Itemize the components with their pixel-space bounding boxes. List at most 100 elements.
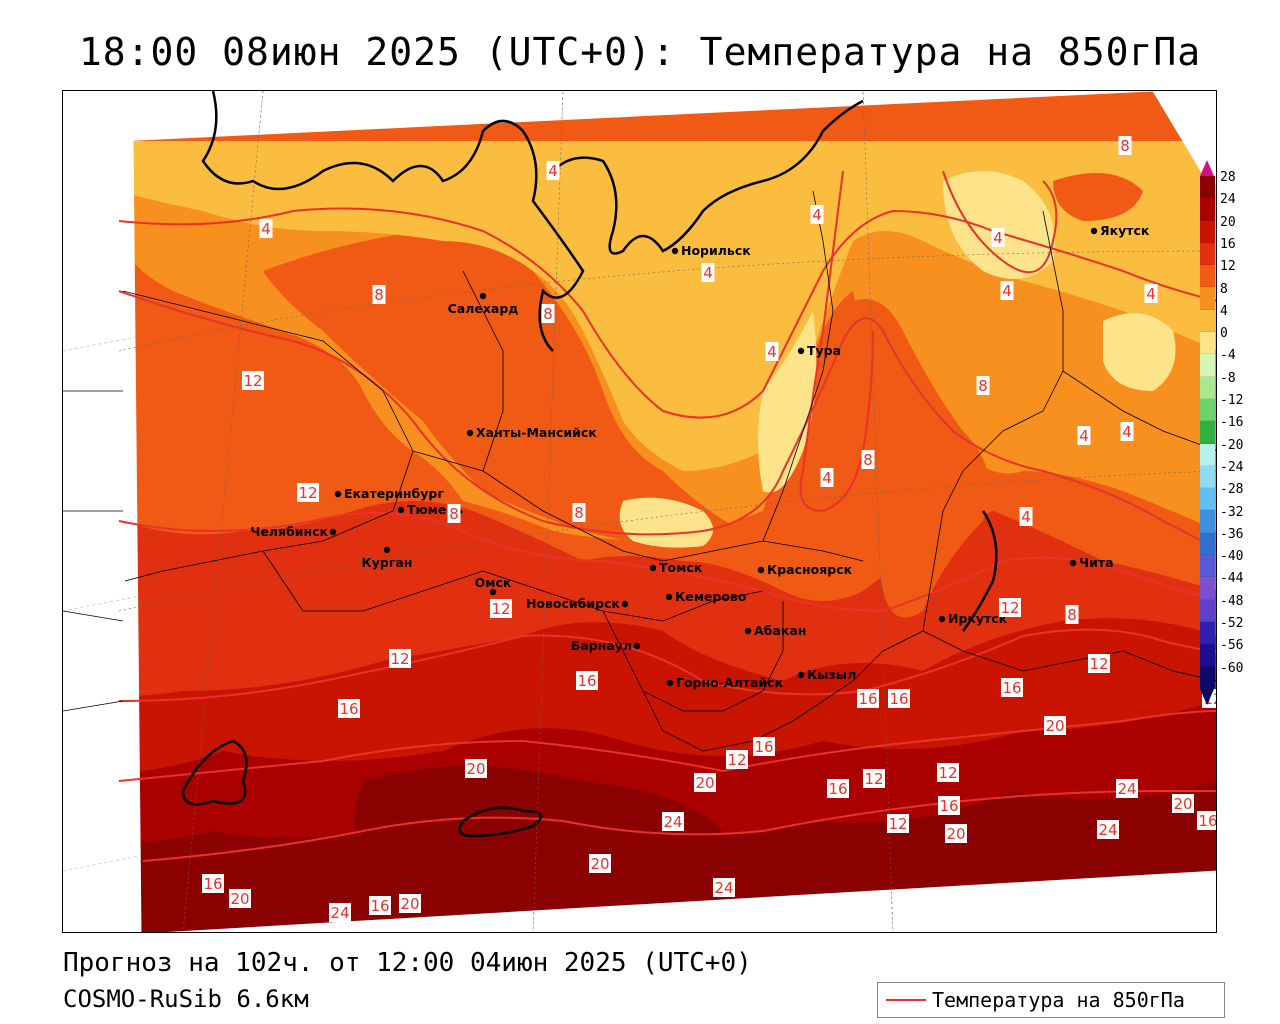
svg-text:20: 20 xyxy=(1045,717,1064,735)
isoline-label: 8 xyxy=(541,304,555,323)
city-label: Горно-Алтайск xyxy=(676,675,784,690)
colorbar-tick-label: -12 xyxy=(1220,393,1244,408)
city-dot xyxy=(633,642,641,650)
svg-text:24: 24 xyxy=(330,904,349,922)
colorbar-cell xyxy=(1200,398,1215,422)
city-marker: Горно-Алтайск xyxy=(666,675,784,690)
svg-text:16: 16 xyxy=(577,672,596,690)
colorbar-tick-label: 20 xyxy=(1220,214,1236,230)
city-marker: Красноярск xyxy=(757,562,853,577)
isoline-label: 16 xyxy=(827,779,849,798)
colorbar-cell xyxy=(1200,332,1215,355)
svg-text:4: 4 xyxy=(812,206,822,224)
svg-text:4: 4 xyxy=(703,264,713,282)
colorbar-cell xyxy=(1200,242,1215,266)
city-marker: Барнаул xyxy=(571,638,641,653)
svg-text:4: 4 xyxy=(548,162,558,180)
city-marker: Якутск xyxy=(1090,223,1150,238)
domain-outline xyxy=(118,91,1216,932)
svg-text:16: 16 xyxy=(370,897,389,915)
city-dot xyxy=(397,506,405,514)
isoline-label: 4 xyxy=(765,342,779,361)
colorbar-cell xyxy=(1200,176,1215,199)
colorbar-tick-label: -48 xyxy=(1220,593,1244,609)
svg-text:24: 24 xyxy=(714,879,733,897)
city-dot xyxy=(334,490,342,498)
svg-text:8: 8 xyxy=(863,451,873,469)
isoline-label: 24 xyxy=(713,878,735,897)
city-label: Чита xyxy=(1079,555,1114,570)
colorbar-cell xyxy=(1200,376,1215,399)
colorbar-tick-label: -56 xyxy=(1220,638,1244,654)
colorbar-tick-label: 8 xyxy=(1220,281,1228,297)
city-dot xyxy=(383,546,391,554)
svg-text:20: 20 xyxy=(230,890,249,908)
colorbar-bottom-arrow xyxy=(1200,688,1214,705)
colorbar-cell xyxy=(1200,465,1215,489)
colorbar-tick-label: -8 xyxy=(1220,370,1236,386)
city-label: Омск xyxy=(475,575,512,590)
colorbar-cell xyxy=(1200,577,1215,600)
city-dot xyxy=(671,247,679,255)
city-dot xyxy=(797,347,805,355)
svg-text:16: 16 xyxy=(939,797,958,815)
isoline-label: 20 xyxy=(945,824,967,843)
svg-text:4: 4 xyxy=(1002,282,1012,300)
isoline-label: 12 xyxy=(490,599,512,618)
isoline-label: 12 xyxy=(1088,654,1110,673)
isoline-label: 16 xyxy=(753,737,775,756)
isoline-label: 20 xyxy=(1172,794,1194,813)
isoline-label: 24 xyxy=(329,903,351,922)
city-dot xyxy=(797,671,805,679)
isoline-label: 20 xyxy=(589,854,611,873)
colorbar-cell xyxy=(1200,621,1215,645)
colorbar-cell xyxy=(1200,599,1215,622)
svg-text:4: 4 xyxy=(1122,423,1132,441)
isoline-label: 4 xyxy=(810,205,824,224)
svg-text:8: 8 xyxy=(449,505,459,523)
colorbar-cell xyxy=(1200,421,1215,444)
city-marker: Ханты-Мансийск xyxy=(466,425,597,440)
svg-text:16: 16 xyxy=(858,690,877,708)
city-marker: Екатеринбург xyxy=(334,486,444,501)
svg-text:20: 20 xyxy=(590,855,609,873)
temperature-map[interactable]: Норильск Якутск Салехард Тура Ханты-Мансийск… xyxy=(62,90,1217,933)
city-marker: Кызыл xyxy=(797,667,856,682)
colorbar-cell xyxy=(1200,532,1215,556)
svg-text:16: 16 xyxy=(889,690,908,708)
svg-text:8: 8 xyxy=(374,286,384,304)
svg-text:12: 12 xyxy=(864,770,883,788)
isoline-label: 16 xyxy=(888,689,910,708)
svg-text:4: 4 xyxy=(767,343,777,361)
isoline-label: 8 xyxy=(976,376,990,395)
isoline-label: 4 xyxy=(1019,507,1033,526)
city-marker: Иркутск xyxy=(938,611,1008,626)
isoline-label: 8 xyxy=(372,285,386,304)
isoline-label: 24 xyxy=(1097,820,1119,839)
city-label: Абакан xyxy=(754,623,806,638)
isoline-label: 16 xyxy=(338,699,360,718)
svg-text:20: 20 xyxy=(466,760,485,778)
isoline-label: 4 xyxy=(546,161,560,180)
colorbar-tick-label: -28 xyxy=(1220,482,1244,498)
colorbar-tick-label: -44 xyxy=(1220,571,1244,587)
isotherm-lines xyxy=(118,170,1216,862)
isoline-label: 12 xyxy=(937,763,959,782)
isoline-label: 24 xyxy=(1116,779,1138,798)
svg-text:4: 4 xyxy=(261,220,271,238)
isoline-label: 12 xyxy=(297,483,319,502)
svg-text:4: 4 xyxy=(1021,508,1031,526)
svg-text:12: 12 xyxy=(390,650,409,668)
isoline-label: 20 xyxy=(694,773,716,792)
city-dot xyxy=(621,600,629,608)
city-marker: Томск xyxy=(649,560,703,575)
city-dot xyxy=(1090,227,1098,235)
svg-text:12: 12 xyxy=(243,372,262,390)
colorbar-tick-label: -32 xyxy=(1220,504,1244,520)
colorbar-tick-label: 24 xyxy=(1220,192,1236,208)
isoline-label: 4 xyxy=(1000,281,1014,300)
colorbar-tick-label: 12 xyxy=(1220,259,1236,275)
svg-text:16: 16 xyxy=(1002,679,1021,697)
svg-text:24: 24 xyxy=(663,813,682,831)
city-marker: Омск xyxy=(475,575,512,596)
